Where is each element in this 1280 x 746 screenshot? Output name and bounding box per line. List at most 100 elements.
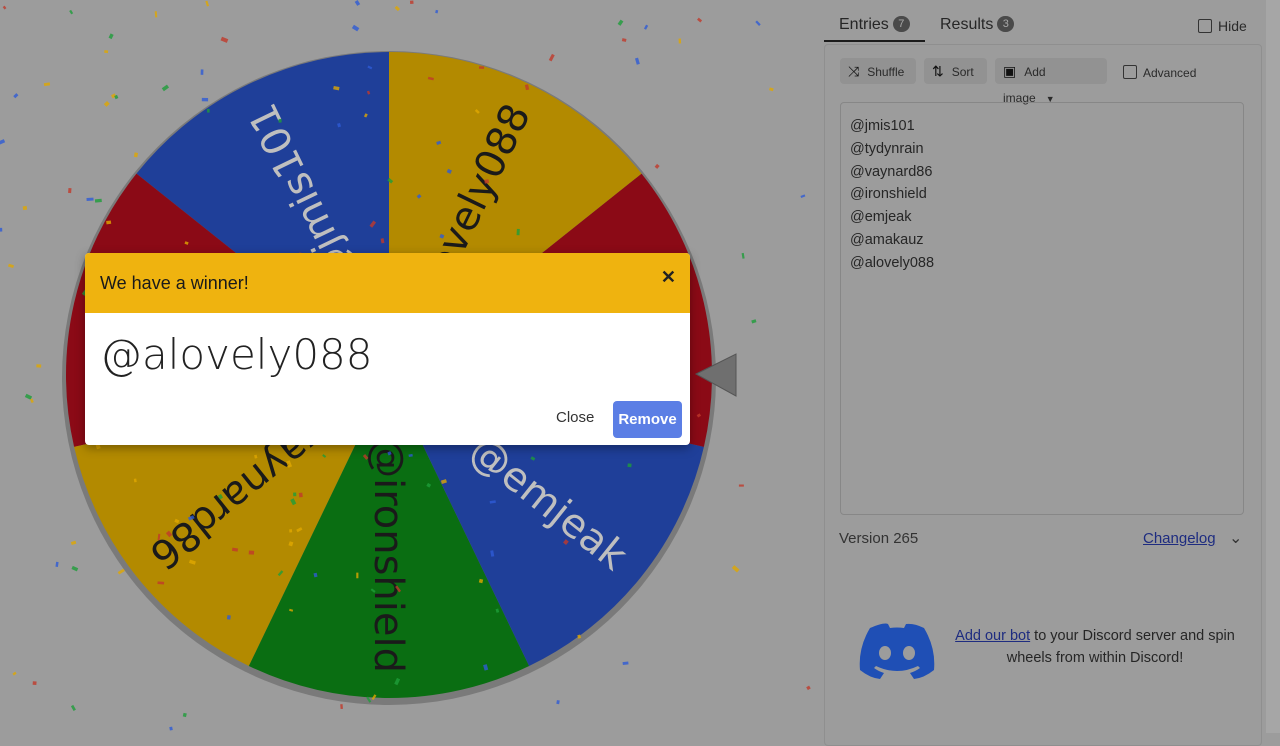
confetti <box>489 500 496 504</box>
confetti <box>288 541 294 547</box>
hide-checkbox[interactable]: Hide <box>1198 18 1247 34</box>
checkbox-icon <box>1198 19 1212 33</box>
confetti <box>161 84 170 92</box>
confetti <box>369 220 377 228</box>
confetti <box>293 492 297 497</box>
confetti <box>340 704 343 710</box>
confetti <box>395 585 402 593</box>
winner-name: @alovely088 <box>100 330 373 379</box>
confetti <box>133 478 137 483</box>
chevron-down-icon[interactable]: ⌄ <box>1229 530 1243 547</box>
confetti <box>248 550 255 555</box>
entries-count-badge: 7 <box>892 16 910 32</box>
confetti <box>286 460 293 468</box>
shuffle-button[interactable]: ⤨ Shuffle <box>840 58 916 84</box>
image-icon: ▣ <box>1003 63 1017 79</box>
confetti <box>32 681 37 686</box>
confetti <box>634 57 640 65</box>
confetti <box>484 179 490 184</box>
confetti <box>313 572 318 578</box>
shuffle-icon: ⤨ <box>848 63 860 79</box>
confetti <box>394 5 401 12</box>
close-button[interactable]: Close <box>556 409 595 426</box>
confetti <box>769 87 774 92</box>
confetti <box>188 559 196 565</box>
confetti <box>220 36 229 43</box>
confetti <box>70 540 77 546</box>
confetti <box>416 194 422 199</box>
discord-icon <box>859 623 935 679</box>
sort-button[interactable]: ⇅ Sort <box>924 58 987 84</box>
confetti <box>800 194 806 199</box>
confetti <box>0 227 3 232</box>
add-image-button[interactable]: ▣ Add image ▼ <box>995 58 1107 105</box>
confetti <box>22 205 28 211</box>
confetti <box>678 38 682 44</box>
confetti <box>439 233 445 239</box>
confetti <box>440 479 447 484</box>
confetti <box>86 197 94 202</box>
advanced-checkbox[interactable]: Advanced <box>1123 65 1196 80</box>
version-label: Version 265 <box>839 530 919 547</box>
confetti <box>69 9 74 15</box>
confetti <box>370 588 376 593</box>
confetti <box>408 453 413 458</box>
confetti <box>187 515 195 521</box>
confetti <box>643 24 649 30</box>
confetti <box>254 454 258 459</box>
confetti <box>741 252 745 259</box>
changelog-link[interactable]: Changelog <box>1143 530 1216 547</box>
confetti <box>380 238 385 244</box>
confetti <box>55 561 59 568</box>
confetti <box>36 364 42 368</box>
confetti <box>387 451 392 456</box>
scrollbar[interactable] <box>1266 0 1280 733</box>
confetti <box>474 109 480 114</box>
confetti <box>322 454 327 458</box>
confetti <box>366 90 371 95</box>
confetti <box>621 38 627 42</box>
confetti <box>436 140 442 145</box>
confetti <box>12 671 17 676</box>
confetti <box>277 570 284 577</box>
remove-button[interactable]: Remove <box>613 401 682 438</box>
confetti <box>8 263 14 268</box>
confetti <box>409 0 414 5</box>
tab-results[interactable]: Results 3 <box>940 16 1015 34</box>
confetti <box>617 19 624 26</box>
add-bot-link[interactable]: Add our bot <box>955 628 1031 644</box>
confetti <box>71 565 79 572</box>
entry-line: @amakauz <box>850 231 924 248</box>
confetti <box>337 122 342 128</box>
results-count-badge: 3 <box>997 16 1015 32</box>
confetti <box>731 565 740 573</box>
confetti <box>289 608 294 612</box>
confetti <box>478 66 485 69</box>
entries-textarea[interactable]: @jmis101 @tydynrain @vaynard86 @ironshield @… <box>840 102 1244 515</box>
confetti <box>577 634 582 639</box>
confetti <box>201 97 209 102</box>
confetti <box>182 712 187 718</box>
entry-line: @emjeak <box>850 209 912 226</box>
confetti <box>516 228 520 236</box>
confetti <box>495 608 500 613</box>
sort-icon: ⇅ <box>932 63 944 79</box>
confetti <box>165 530 173 538</box>
confetti <box>367 65 373 70</box>
confetti <box>738 484 744 487</box>
tab-entries[interactable]: Entries 7 <box>839 16 910 34</box>
confetti <box>174 518 180 524</box>
confetti <box>108 33 114 40</box>
entry-line: @ironshield <box>850 186 927 203</box>
confetti <box>29 398 34 404</box>
confetti <box>200 69 204 75</box>
confetti <box>217 494 224 500</box>
confetti <box>755 20 761 26</box>
confetti <box>563 539 569 545</box>
confetti <box>289 529 293 533</box>
confetti <box>157 533 161 541</box>
confetti <box>296 527 303 533</box>
confetti <box>387 177 394 184</box>
close-icon[interactable]: ✕ <box>660 267 676 287</box>
confetti <box>354 0 361 6</box>
